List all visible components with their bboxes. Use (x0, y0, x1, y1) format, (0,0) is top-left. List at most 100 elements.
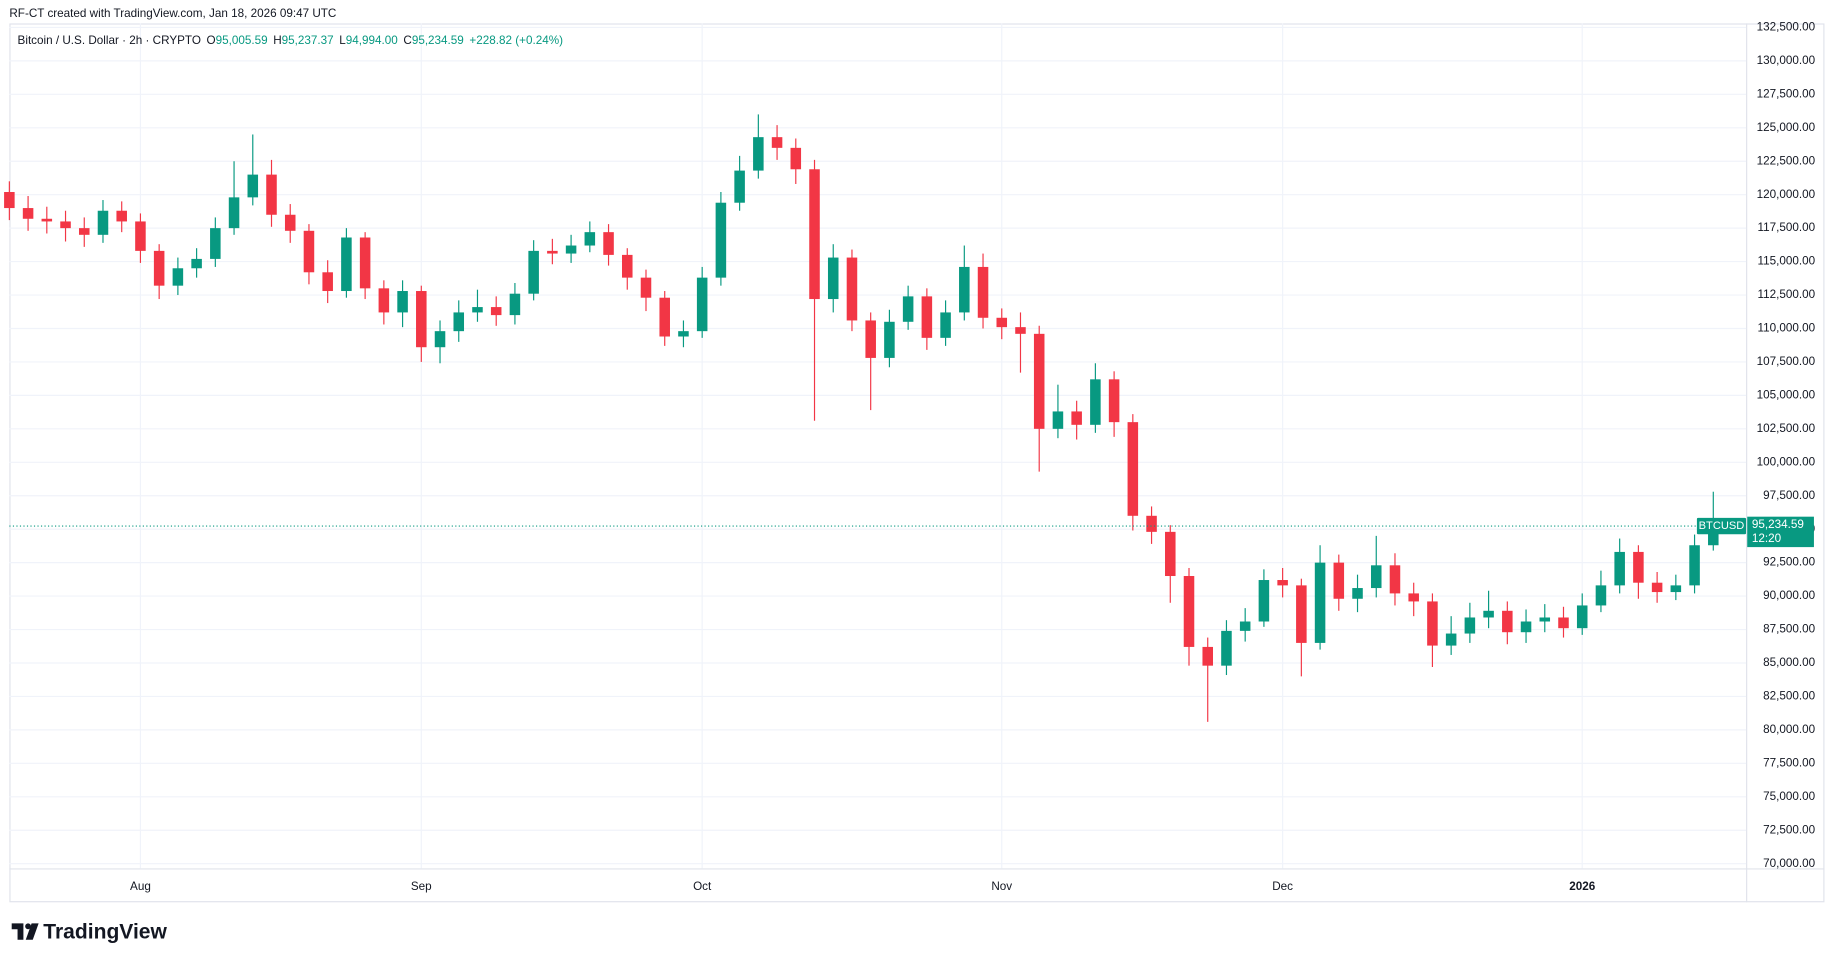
candle-body (228, 197, 240, 229)
candle-body (884, 321, 895, 358)
y-tick-label: 105,000.00 (1757, 388, 1816, 401)
y-tick-label: 92,500.00 (1763, 556, 1815, 569)
logo: TradingView (11, 920, 168, 943)
candles (4, 114, 1719, 722)
candle-body (359, 237, 371, 289)
candle-body (865, 320, 876, 358)
countdown-text: 12:20 (1752, 532, 1782, 545)
candle-body (640, 277, 652, 298)
candle-body (827, 257, 839, 300)
y-tick-label: 85,000.00 (1763, 656, 1815, 669)
candle-body (1052, 411, 1064, 429)
y-tick-label: 132,500.00 (1757, 21, 1816, 34)
y-tick-label: 87,500.00 (1763, 623, 1815, 636)
y-tick-label: 72,500.00 (1763, 823, 1815, 836)
candle-body (453, 312, 465, 332)
candle-body (996, 317, 1008, 328)
low-value: 94,994.00 (346, 34, 398, 47)
logo-icon-dot (25, 923, 32, 930)
candle-body (1539, 617, 1551, 622)
candle-body (116, 210, 127, 222)
candle-body (1090, 379, 1101, 425)
y-tick-label: 112,500.00 (1757, 288, 1815, 301)
candle-body (191, 258, 202, 269)
candle-body (659, 297, 670, 337)
logo-icon (11, 923, 39, 940)
candle-body (959, 266, 970, 313)
grid (9, 23, 1747, 869)
candle-body (940, 312, 951, 338)
candle-body (1352, 588, 1363, 599)
change: +228.82 (+0.24%) (469, 34, 563, 47)
candle-body (734, 170, 745, 203)
candle-body (1127, 422, 1139, 516)
open-label: O (207, 34, 216, 47)
candle-body (1314, 562, 1326, 643)
candle-body (4, 192, 15, 209)
candle-body (1333, 562, 1345, 599)
candle-body (622, 254, 633, 278)
candle-body (60, 221, 71, 229)
symbol-badge-text: BTCUSD (1699, 520, 1745, 532)
price-badge-text: 95,234.59 (1752, 518, 1804, 531)
candle-body (1239, 621, 1251, 631)
candle-body (1483, 610, 1494, 618)
y-tick-label: 77,500.00 (1763, 756, 1815, 769)
candle-body (565, 245, 577, 254)
candle-body (1183, 576, 1195, 647)
candle-body (378, 288, 390, 313)
y-tick-label: 80,000.00 (1763, 723, 1815, 736)
high-value: 95,237.37 (282, 34, 334, 47)
candle-body (341, 237, 352, 292)
y-tick-label: 97,500.00 (1763, 489, 1815, 502)
y-tick-label: 127,500.00 (1757, 87, 1816, 100)
candle-body (1033, 333, 1045, 429)
candle-body (210, 228, 221, 259)
y-tick-label: 70,000.00 (1763, 857, 1815, 870)
candle-body (603, 232, 614, 255)
candle-body (753, 137, 764, 171)
logo-text: TradingView (43, 920, 167, 943)
candle-body (528, 250, 539, 294)
candle-body (771, 137, 783, 148)
candle-body (790, 147, 802, 170)
candle-body (1708, 526, 1719, 546)
y-tick-label: 120,000.00 (1757, 188, 1816, 201)
y-tick-label: 125,000.00 (1757, 121, 1816, 134)
candle-body (1520, 621, 1532, 633)
candle-body (284, 214, 296, 231)
candle-body (1221, 630, 1232, 666)
candle-body (490, 307, 502, 316)
candle-body (153, 250, 165, 286)
candle-body (921, 296, 933, 338)
candle-body (1445, 633, 1457, 646)
candle-body (78, 228, 90, 235)
candle-body (266, 174, 277, 215)
x-tick-label: Nov (991, 880, 1012, 893)
candle-body (1202, 646, 1213, 666)
candle-body (547, 250, 558, 254)
price-badge (1747, 516, 1814, 548)
candle-body (509, 293, 521, 316)
ohlc-legend: Bitcoin / U.S. Dollar · 2h · CRYPTO O 95,… (18, 34, 564, 47)
y-tick-label: 115,000.00 (1757, 255, 1815, 268)
candle-body (397, 291, 408, 313)
candle-body (1595, 585, 1607, 606)
candle-body (1408, 593, 1419, 602)
candle-body (1614, 551, 1625, 586)
candle-body (1165, 531, 1176, 577)
candle-body (1558, 617, 1569, 629)
candle-body (1258, 580, 1270, 622)
candle-body (41, 218, 53, 222)
candle-body (1370, 565, 1382, 589)
candle-body (846, 257, 858, 321)
candle-body (1670, 585, 1682, 593)
candle-body (1651, 582, 1663, 593)
x-tick-label: Dec (1272, 880, 1293, 893)
candle-body (472, 307, 483, 313)
candle-body (1502, 610, 1513, 633)
symbol: Bitcoin / U.S. Dollar · 2h · CRYPTO (18, 34, 201, 47)
